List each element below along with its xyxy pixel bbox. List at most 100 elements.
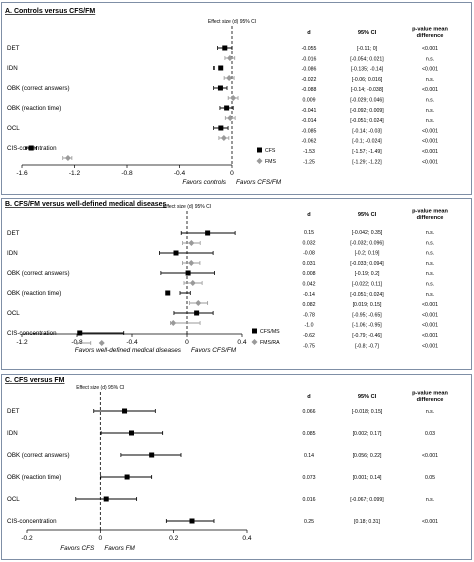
table-cell-d: 0.016: [303, 497, 316, 503]
panel-title: B. CFS/FM versus well-defined medical di…: [5, 201, 167, 208]
table-header-d: d: [307, 30, 311, 36]
table-cell-p: <0.001: [422, 139, 438, 145]
table-cell-ci: [0.18; 0.31]: [354, 519, 381, 525]
point-marker-obk-correct-answers: [189, 280, 196, 286]
table-cell-p: <0.001: [422, 159, 438, 165]
table-cell-d: 0.042: [303, 282, 316, 288]
table-cell-d: 0.073: [303, 475, 316, 481]
table-cell-d: -0.08: [303, 251, 315, 257]
table-cell-p: n.s.: [426, 98, 434, 104]
table-cell-ci: [-0.95; -0.65]: [352, 312, 382, 318]
table-header-p: p-value mean difference: [412, 391, 448, 404]
point-marker-obk-correct-answers: [185, 270, 191, 276]
table-cell-ci: [-1.57; -1.49]: [352, 149, 382, 155]
category-label-det: DET: [7, 45, 20, 52]
point-marker-obk-correct-answers: [149, 452, 155, 458]
table-cell-ci: [-0.051; 0.024]: [350, 118, 384, 124]
x-tick-label: 0.2: [169, 535, 178, 542]
table-header-p-line: p-value mean: [412, 391, 448, 397]
table-cell-ci: [-0.051; 0.024]: [350, 292, 384, 298]
table-cell-ci: [-0.2; 0.19]: [355, 251, 380, 257]
table-header-ci: 95% CI: [358, 212, 377, 218]
point-marker-obk-correct-answers: [217, 85, 223, 91]
table-cell-p: n.s.: [426, 282, 434, 288]
point-marker-det: [188, 240, 195, 246]
table-cell-p: n.s.: [426, 118, 434, 124]
table-cell-d: -0.088: [302, 87, 317, 93]
x-tick-label: 0.4: [237, 339, 246, 346]
table-cell-ci: [-1.06; -0.95]: [352, 323, 382, 329]
x-tick-label: -0.8: [121, 170, 133, 177]
table-header-p-line: difference: [417, 215, 444, 221]
panel-cfs-fm-vs-medical-diseases: B. CFS/FM versus well-defined medical di…: [1, 198, 472, 370]
table-header-ci: 95% CI: [358, 394, 377, 400]
table-cell-d: 0.25: [304, 519, 314, 525]
table-cell-d: 0.008: [303, 271, 316, 277]
table-cell-d: 0.009: [303, 98, 316, 104]
favors-left-label: Favors CFS: [60, 545, 95, 552]
point-marker-idn: [129, 430, 134, 436]
table-cell-d: -1.25: [303, 159, 315, 165]
point-marker-obk-reaction-time: [165, 290, 171, 296]
panel-title: A. Controls versus CFS/FM: [5, 8, 95, 15]
category-label-obk-reaction-time: OBK (reaction time): [7, 474, 61, 481]
table-header-p-line: p-value mean: [412, 209, 448, 215]
table-cell-d: 0.15: [304, 230, 314, 236]
panel-cfs-vs-fm: C. CFS versus FM Effect size (d) 95% CI -0…: [1, 374, 472, 560]
x-tick-label: 0: [230, 170, 234, 177]
table-cell-d: -0.014: [302, 118, 317, 124]
effect-size-label: Effect size (d) 95% CI: [208, 19, 256, 25]
table-cell-ci: [-0.135; -0.14]: [351, 67, 384, 73]
x-tick-label: -0.2: [21, 535, 33, 542]
table-cell-d: -0.085: [302, 128, 317, 134]
table-cell-ci: [0.019; 0.15]: [353, 302, 382, 308]
point-marker-ocl: [103, 496, 109, 502]
legend-label-cfs-ms: CFS/MS: [260, 329, 280, 335]
table-cell-d: -0.62: [303, 333, 315, 339]
category-label-cis-concentration: CIS-concentration: [7, 330, 57, 337]
category-label-ocl: OCL: [7, 496, 20, 503]
category-label-idn: IDN: [7, 250, 18, 257]
table-cell-ci: [0.056; 0.22]: [353, 453, 382, 459]
table-cell-ci: [-0.14; -0.038]: [351, 87, 384, 93]
point-marker-obk-correct-answers: [230, 95, 237, 101]
table-cell-d: -0.14: [303, 292, 315, 298]
x-tick-label: -0.4: [174, 170, 186, 177]
table-header-ci: 95% CI: [358, 30, 377, 36]
table-cell-ci: [-0.042; 0.35]: [352, 230, 383, 236]
legend-marker-fms-ra: [251, 339, 258, 345]
table-cell-d: -0.055: [302, 46, 317, 52]
table-cell-p: n.s.: [426, 240, 434, 246]
table-cell-p: <0.001: [422, 519, 438, 525]
table-cell-ci: [-0.054; 0.021]: [350, 56, 384, 62]
table-cell-p: <0.001: [422, 46, 438, 52]
table-cell-p: <0.001: [422, 67, 438, 73]
table-cell-ci: [-0.1; -0.024]: [352, 139, 382, 145]
table-cell-d: -0.086: [302, 67, 317, 73]
table-cell-p: n.s.: [426, 77, 434, 83]
point-marker-cis-concentration: [77, 330, 83, 336]
table-cell-d: -0.016: [302, 56, 317, 62]
table-cell-ci: [-0.11; 0]: [357, 46, 378, 52]
point-marker-idn: [173, 250, 179, 256]
table-header-p: p-value mean difference: [412, 27, 448, 40]
table-header-p-line: difference: [417, 397, 444, 403]
table-cell-p: 0.03: [425, 431, 435, 437]
point-marker-det: [226, 55, 233, 61]
table-cell-ci: [-0.022; 0.11]: [352, 282, 383, 288]
table-cell-d: -0.022: [302, 77, 317, 83]
point-marker-cis-concentration: [28, 145, 34, 151]
table-header-p-line: difference: [417, 33, 444, 39]
table-cell-p: n.s.: [426, 251, 434, 257]
table-cell-p: <0.001: [422, 302, 438, 308]
point-marker-obk-reaction-time: [124, 474, 130, 480]
favors-left-label: Favors controls: [182, 179, 226, 186]
table-cell-p: n.s.: [426, 292, 434, 298]
table-cell-ci: [-0.067; 0.099]: [350, 497, 384, 503]
table-cell-d: -1.53: [303, 149, 315, 155]
table-cell-ci: [-0.092; 0.009]: [350, 108, 384, 114]
category-label-det: DET: [7, 408, 20, 415]
legend-label-fms-ra: FMS/RA: [260, 340, 280, 346]
table-cell-p: <0.001: [422, 343, 438, 349]
